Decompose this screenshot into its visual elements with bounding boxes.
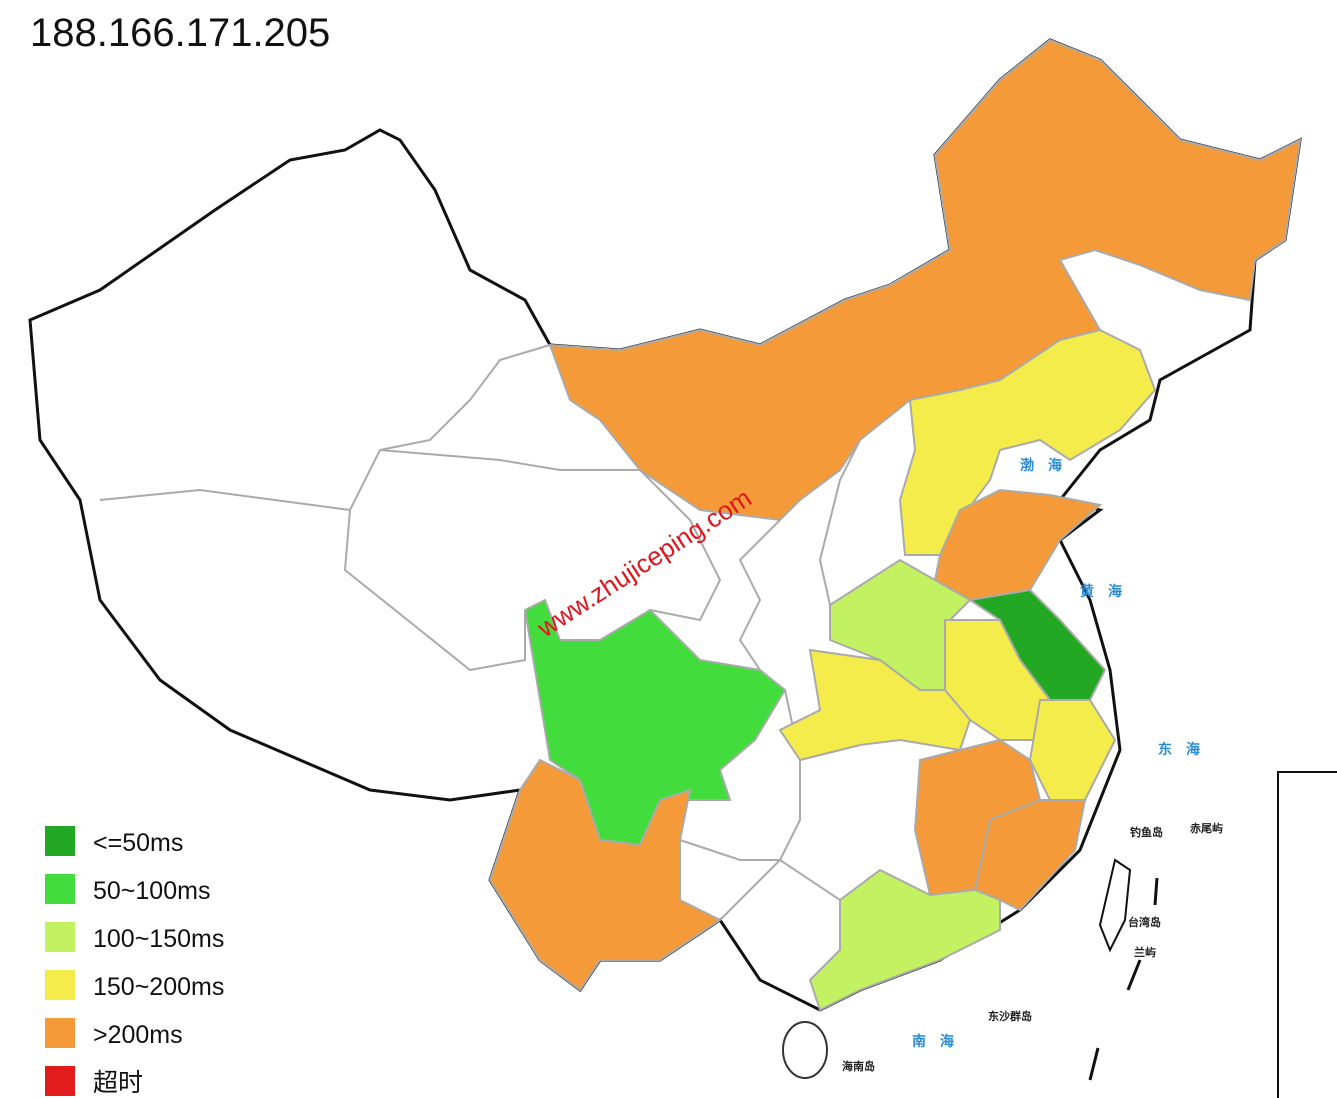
taiwan-island: [1098, 858, 1132, 953]
hainan-island: [782, 1021, 828, 1079]
legend-swatch: [45, 970, 75, 1000]
province: [898, 328, 1157, 556]
province: [488, 758, 722, 992]
legend-label: >200ms: [93, 1021, 183, 1049]
sea-label: 渤海: [1020, 457, 1076, 474]
page-title: 188.166.171.205: [30, 11, 330, 55]
legend-swatch: [45, 1066, 75, 1096]
island-label: 台湾岛: [1128, 915, 1161, 929]
sea-label: 南海: [912, 1033, 968, 1050]
island-label: 赤尾屿: [1190, 821, 1223, 835]
legend-label: 50~100ms: [93, 877, 210, 905]
dashed-border: [1088, 877, 1159, 1081]
legend-label: 超时: [93, 1069, 143, 1097]
legend-swatch: [45, 1018, 75, 1048]
sea-label: 黄海: [1080, 583, 1136, 600]
island-label: 海南岛: [842, 1059, 875, 1073]
province: [808, 868, 1001, 1012]
legend-swatch: [45, 922, 75, 952]
island-label: 兰屿: [1134, 945, 1156, 959]
inset-frame: [1277, 771, 1337, 1098]
legend-label: 150~200ms: [93, 973, 224, 1001]
province: [778, 648, 972, 762]
legend-swatch: [45, 826, 75, 856]
province: [548, 38, 1302, 522]
legend-label: 100~150ms: [93, 925, 224, 953]
island-label: 东沙群岛: [988, 1009, 1032, 1023]
legend: <=50ms 50~100ms 100~150ms 150~200ms >200ms 超时: [45, 826, 224, 1097]
sea-label: 东海: [1158, 741, 1214, 758]
island-label: 钓鱼岛: [1130, 825, 1163, 839]
legend-swatch: [45, 874, 75, 904]
legend-label: <=50ms: [93, 829, 183, 857]
